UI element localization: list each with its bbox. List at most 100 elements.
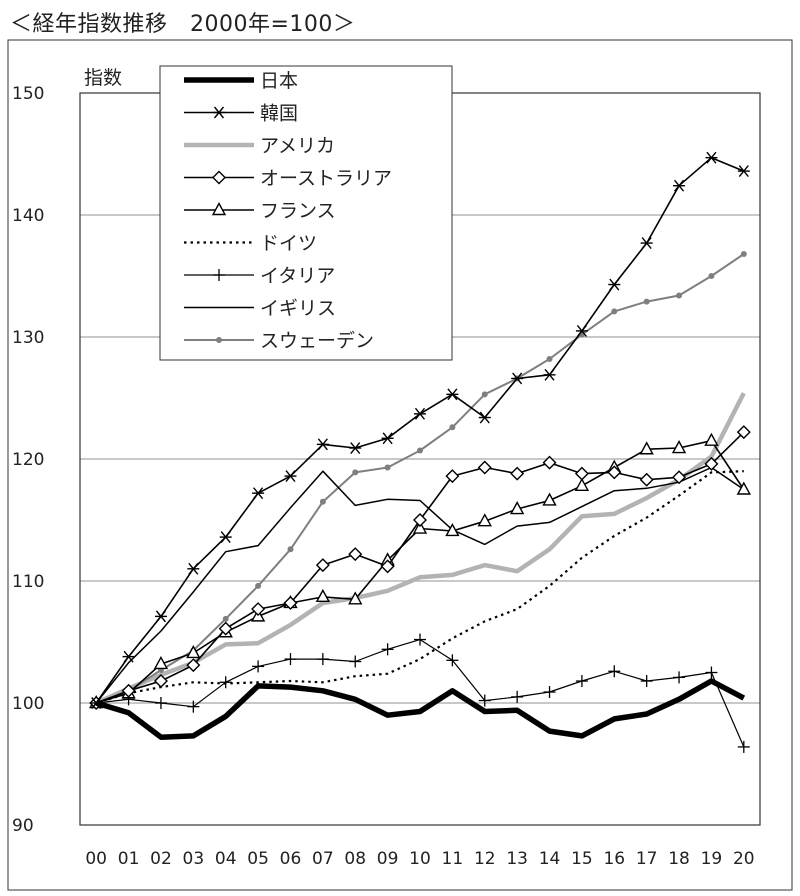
data-point xyxy=(212,170,226,185)
data-point xyxy=(316,438,329,451)
data-point xyxy=(412,520,428,534)
x-tick-label: 05 xyxy=(247,849,269,869)
x-axis-ticks: 00 01 02 03 04 05 06 07 08 09 10 11 12 13 14 15 16 17 18 19… xyxy=(85,849,754,869)
data-point xyxy=(608,665,621,678)
legend-label: スウェーデン xyxy=(260,330,374,352)
data-point xyxy=(478,694,491,707)
x-tick-label: 16 xyxy=(603,849,625,869)
legend-label: 韓国 xyxy=(260,103,298,125)
legend-item: 日本 xyxy=(184,70,298,92)
x-tick-label: 07 xyxy=(312,849,334,869)
series-8 xyxy=(95,466,745,704)
y-axis-label: 指数 xyxy=(84,67,122,89)
data-point xyxy=(672,470,687,485)
data-point xyxy=(640,237,653,250)
data-point xyxy=(284,653,297,666)
series-2 xyxy=(90,151,750,709)
data-point xyxy=(740,251,747,258)
data-point xyxy=(575,324,588,337)
data-point xyxy=(546,355,553,362)
y-tick-label: 110 xyxy=(12,572,44,592)
legend-label: 日本 xyxy=(260,70,298,92)
series-line xyxy=(95,392,746,706)
outer-frame xyxy=(7,39,793,891)
data-point xyxy=(445,469,460,484)
x-tick-label: 19 xyxy=(701,849,723,869)
x-tick-label: 11 xyxy=(442,849,464,869)
data-point xyxy=(187,562,200,575)
data-point xyxy=(607,465,622,480)
data-point xyxy=(213,106,225,119)
x-tick-label: 17 xyxy=(636,849,658,869)
data-point xyxy=(705,151,718,164)
data-point xyxy=(446,654,459,667)
data-point xyxy=(705,666,718,679)
data-point xyxy=(252,487,265,500)
legend-item: フランス xyxy=(184,200,336,222)
legend-label: イタリア xyxy=(260,265,335,287)
data-point xyxy=(255,582,262,589)
data-point xyxy=(380,559,395,574)
data-point xyxy=(478,411,491,424)
data-point xyxy=(671,440,687,454)
data-point xyxy=(543,368,556,381)
x-tick-label: 02 xyxy=(150,849,172,869)
x-tick-label: 13 xyxy=(506,849,528,869)
chart-title: ＜経年指数推移 2000年=100＞ xyxy=(10,12,356,37)
data-point xyxy=(186,645,201,659)
data-point xyxy=(319,498,326,505)
data-point xyxy=(186,658,201,673)
data-point xyxy=(543,686,556,699)
legend-label: オーストラリア xyxy=(260,168,392,190)
data-point xyxy=(315,558,330,573)
data-point xyxy=(511,372,524,385)
legend-item: オーストラリア xyxy=(184,168,392,190)
series-line xyxy=(95,678,746,740)
data-point xyxy=(121,683,136,698)
legend-label: アメリカ xyxy=(260,135,335,157)
legend-label: イギリス xyxy=(260,298,336,320)
data-point xyxy=(737,740,750,753)
data-point xyxy=(222,615,229,622)
data-point xyxy=(187,700,200,713)
data-point xyxy=(704,456,719,471)
data-point xyxy=(213,269,225,281)
data-point xyxy=(349,442,362,454)
data-point xyxy=(673,671,686,684)
x-tick-label: 10 xyxy=(409,849,431,869)
x-tick-label: 03 xyxy=(183,849,205,869)
legend-item: スウェーデン xyxy=(184,330,374,352)
data-point xyxy=(211,202,227,216)
data-point xyxy=(251,602,266,617)
data-point xyxy=(673,179,686,192)
x-tick-label: 14 xyxy=(539,849,561,869)
data-point xyxy=(122,650,135,663)
y-tick-label: 150 xyxy=(12,84,44,104)
data-point xyxy=(640,675,653,688)
data-point xyxy=(315,588,331,603)
data-point xyxy=(708,273,715,279)
data-point xyxy=(348,547,363,562)
legend-item: イギリス xyxy=(184,298,336,320)
data-point xyxy=(449,424,456,431)
data-point xyxy=(252,660,265,673)
x-tick-label: 20 xyxy=(733,849,755,869)
data-point xyxy=(414,633,426,646)
legend-item: アメリカ xyxy=(184,135,335,157)
data-point xyxy=(384,464,391,471)
x-tick-label: 01 xyxy=(118,849,140,869)
data-point xyxy=(477,460,492,475)
data-point xyxy=(542,492,557,506)
legend-item: イタリア xyxy=(184,265,335,287)
series-4 xyxy=(89,425,751,710)
legend-box xyxy=(159,65,453,361)
legend-item: 韓国 xyxy=(184,103,298,125)
y-tick-label: 140 xyxy=(12,206,44,226)
data-point xyxy=(414,407,426,420)
data-point xyxy=(316,653,329,666)
data-point xyxy=(639,441,654,455)
y-tick-label: 90 xyxy=(12,816,34,836)
data-point xyxy=(413,513,427,527)
series-1 xyxy=(95,678,746,740)
